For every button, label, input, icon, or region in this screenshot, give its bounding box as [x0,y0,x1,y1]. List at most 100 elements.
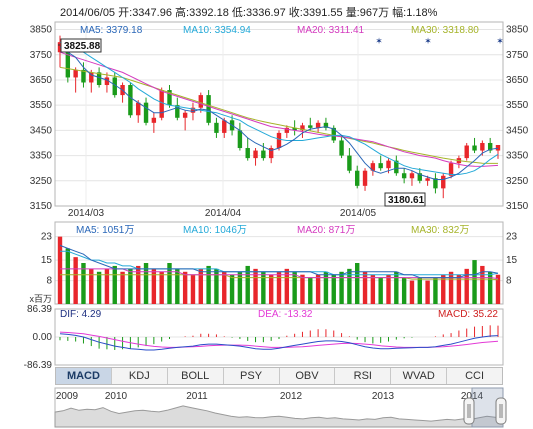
close-value: 3391.55 [302,7,343,19]
tab-boll[interactable]: BOLL [168,368,224,384]
volume-bar [253,268,258,304]
candle-body [128,85,133,116]
change-label: 幅: [392,7,407,19]
candle-body [159,90,164,118]
low-value: 3336.97 [245,7,286,19]
tab-obv[interactable]: OBV [280,368,336,384]
volume-bar [182,271,188,304]
ma10-line [59,41,499,175]
tab-kdj[interactable]: KDJ [112,368,168,384]
overview-year-label: 2010 [105,391,128,402]
volume-bar [495,274,501,304]
macd-tick-left: 86.39 [27,304,52,315]
candle-body [409,173,415,179]
volume-bar [378,277,383,304]
volume-bar [81,263,86,304]
candle-body [104,77,110,86]
price-ma-legend: MA10: 3354.94 [183,25,251,36]
price-tick-right: 3650 [506,75,529,86]
volume-bar [198,268,203,304]
volume-bar [151,268,157,304]
candle-body [378,163,383,169]
volume-bar [206,265,211,304]
macd-tick-left: 0.00 [33,332,53,343]
quote-summary: 2014/06/05 开:3347.96 高:3392.18 低:3336.97… [60,4,437,20]
volume-bar [480,265,485,304]
price-tick-left: 3750 [30,50,53,61]
volume-bar [292,271,297,304]
volume-bar [229,274,235,304]
candle-body [339,140,344,156]
volume-bar [167,263,172,304]
volume-bar [104,268,110,304]
ma30-line [59,66,498,164]
candle-body [65,44,71,78]
volume-bar [433,277,438,304]
candle-body [331,127,336,141]
price-tick-left: 3350 [30,151,53,162]
volume-tick-left: 23 [41,232,53,243]
volume-label: 量: [345,7,360,19]
tab-rsi[interactable]: RSI [335,368,392,384]
dea-line [59,331,499,348]
candle-body [261,150,266,159]
volume-bar [159,271,164,304]
event-marker-icon: ✶ [424,36,432,46]
candle-body [386,160,391,169]
candle-body [464,145,469,159]
volume-bar [57,236,63,304]
volume-bar [190,274,196,304]
tab-cci[interactable]: CCI [465,370,485,382]
candle-body [96,72,102,86]
candle-body [182,112,188,118]
overview-drag-handle [495,397,507,425]
tab-macd[interactable]: MACD [56,368,112,384]
volume-bar [464,268,469,304]
price-tick-right: 3150 [506,201,529,212]
volume-tick-left: 8 [46,276,52,287]
macd-legend: MACD: 35.22 [438,309,498,320]
close-label: 收: [288,7,303,19]
volume-ma-legend: MA10: 1046万 [183,225,247,236]
volume-bar [300,274,305,304]
volume-bar [323,271,329,304]
candle-body [284,127,290,133]
candle-body [89,72,94,83]
volume-bar [472,260,477,304]
candle-body [276,132,282,149]
change-value: 1.18% [406,7,438,19]
volume-bar [394,271,399,304]
price-tick-left: 3550 [30,100,53,111]
high-price-box [60,38,102,53]
volume-bar [401,277,407,304]
volume-bar [362,271,368,304]
macd-panel-frame [54,308,504,366]
low-price-box [384,192,426,207]
price-panel-frame [54,21,504,207]
tab-psy[interactable]: PSY [224,368,280,384]
candle-body [222,120,227,133]
volume-bar [143,263,149,304]
volume-bar [308,277,313,304]
price-tick-left: 3250 [30,176,53,187]
candle-body [480,142,485,151]
price-tick-left: 3450 [30,125,53,136]
price-ma-legend: MA5: 3379.18 [80,25,143,36]
volume-bar [441,274,446,304]
volume-bar [237,271,243,304]
ma20-line [59,51,499,167]
volume-bar [409,280,415,304]
tab-wvad[interactable]: WVAD [391,368,448,384]
candle-body [206,95,211,123]
candle-body [441,175,446,189]
indicator-tabs: MACD KDJ BOLL PSY OBV RSI WVAD CCI [55,367,503,385]
candle-body [237,130,243,149]
volume-bar [487,271,493,304]
candle-body [308,125,313,128]
high-value: 3392.18 [189,7,229,19]
price-ma-legend: MA30: 3318.80 [411,25,479,36]
volume-bar [96,271,102,304]
volume-tick-right: 15 [506,255,518,266]
candle-body [190,107,196,113]
